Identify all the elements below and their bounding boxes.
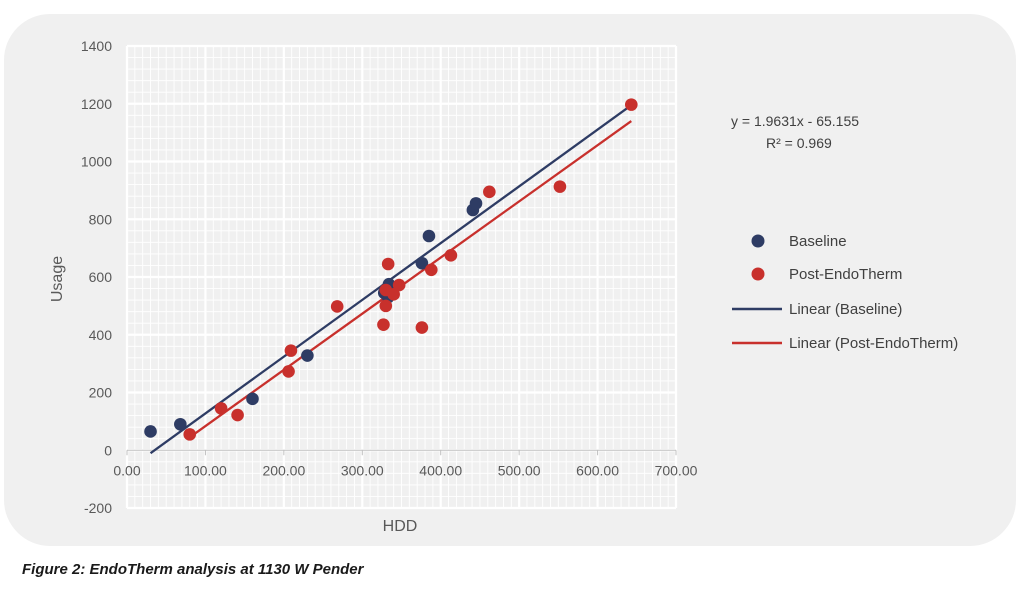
data-point-post-endotherm (624, 98, 638, 111)
x-tick-label: 600.00 (576, 462, 619, 478)
data-point-post-endotherm (284, 344, 298, 357)
legend-linear-post-label: Linear (Post-EndoTherm) (789, 335, 958, 352)
data-point-post-endotherm (392, 278, 406, 292)
data-point-baseline (174, 417, 187, 431)
y-tick-label: 1200 (81, 96, 112, 112)
x-tick-label: 100.00 (184, 462, 227, 478)
data-point-post-endotherm (282, 365, 295, 378)
data-point-baseline (422, 229, 436, 243)
data-point-post-endotherm (444, 249, 458, 262)
data-point-post-endotherm (381, 257, 395, 271)
y-tick-label: 600 (89, 269, 113, 285)
data-point-post-endotherm (377, 318, 390, 331)
data-point-post-endotherm (183, 428, 197, 441)
legend-linear-baseline-label: Linear (Baseline) (789, 301, 902, 318)
data-point-post-endotherm (425, 263, 438, 277)
data-point-post-endotherm (214, 402, 228, 415)
figure-caption: Figure 2: EndoTherm analysis at 1130 W P… (22, 561, 364, 578)
x-tick-label: 400.00 (419, 462, 462, 478)
x-tick-label: 700.00 (655, 462, 698, 478)
y-axis-title: Usage (49, 256, 66, 302)
y-tick-label: 800 (89, 211, 113, 227)
legend-baseline-marker (751, 234, 765, 248)
data-point-post-endotherm (415, 321, 429, 334)
trendline-equation: y = 1.9631x - 65.155 (731, 113, 859, 129)
trendline-r-squared: R² = 0.969 (766, 135, 832, 151)
data-point-post-endotherm (483, 185, 496, 199)
data-point-baseline (301, 349, 314, 362)
x-tick-label: 500.00 (498, 462, 541, 478)
data-point-baseline (144, 425, 157, 438)
data-point-post-endotherm (330, 300, 344, 313)
legend-baseline-label: Baseline (789, 233, 847, 250)
data-point-post-endotherm (553, 180, 567, 193)
data-points (144, 98, 638, 441)
x-axis-title: HDD (383, 518, 418, 535)
x-tick-label: 200.00 (262, 462, 305, 478)
x-tick-label: 300.00 (341, 462, 384, 478)
data-point-post-endotherm (379, 299, 393, 313)
y-tick-label: 1000 (81, 154, 112, 170)
data-point-post-endotherm (387, 288, 400, 301)
legend: Baseline Post-EndoTherm Linear (Baseline… (732, 233, 958, 352)
grid (125, 44, 678, 510)
y-tick-label: 400 (89, 327, 113, 343)
y-tick-label: 0 (104, 442, 112, 458)
y-tick-label: 1400 (81, 38, 112, 54)
y-tick-label: 200 (89, 385, 113, 401)
legend-post-marker (751, 267, 765, 281)
axes: 0.00 100.00 200.00 300.00 400.00 500.00 600.00… (81, 38, 698, 516)
y-tick-label: -200 (84, 500, 112, 516)
data-point-post-endotherm (231, 408, 244, 422)
legend-post-label: Post-EndoTherm (789, 266, 902, 283)
data-point-baseline (246, 392, 259, 406)
x-tick-label: 0.00 (113, 462, 140, 478)
data-point-baseline (469, 197, 483, 210)
trendline-linear-post-endotherm (189, 120, 632, 439)
data-point-baseline (415, 256, 429, 270)
